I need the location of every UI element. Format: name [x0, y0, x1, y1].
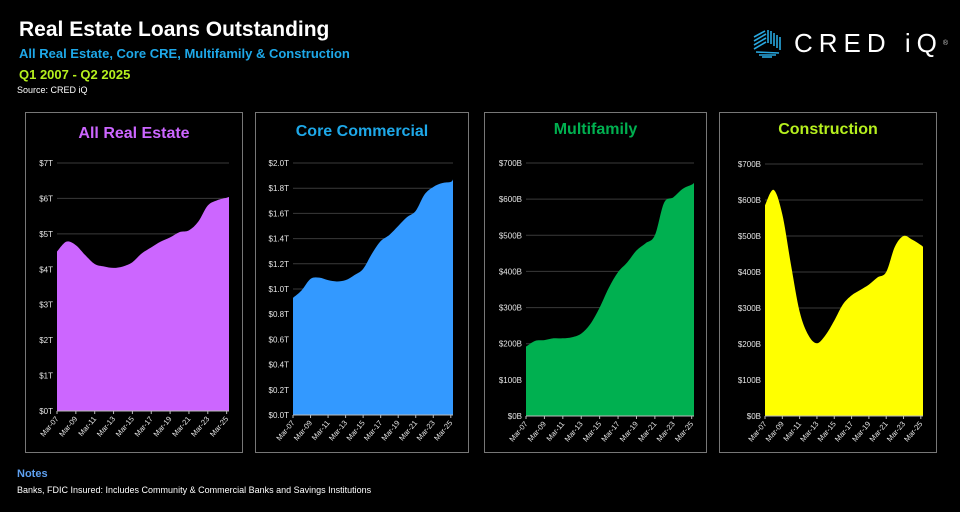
y-tick-label: $0.6T: [269, 335, 290, 344]
y-tick-label: $500B: [499, 231, 522, 240]
x-tick-label: Mar-25: [208, 415, 230, 439]
cred-iq-logo: CRED iQ ®: [750, 26, 948, 60]
x-tick-label: Mar-25: [673, 420, 695, 444]
chart-svg: $0T$1T$2T$3T$4T$5T$6T$7TMar-07Mar-09Mar-…: [38, 159, 230, 439]
x-tick-label: Mar-23: [655, 420, 677, 444]
chart-svg: $0B $100B $200B $300B $400B $500B $600B $700B Ma…: [499, 159, 695, 444]
notes-label: Notes: [17, 468, 48, 480]
y-tick-label: $5T: [39, 230, 53, 239]
y-tick-label: $600B: [499, 195, 522, 204]
chart-svg: $0.0T $0.2T $0.4T $0.6T $0.8T $1.0T $1.2T $1.4T…: [269, 159, 455, 443]
y-tick-label: $700B: [738, 160, 761, 169]
area-series: [57, 197, 229, 411]
y-tick-label: $1.0T: [269, 285, 290, 294]
y-tick-label: $2T: [39, 336, 53, 345]
page-subtitle: All Real Estate, Core CRE, Multifamily &…: [19, 46, 350, 61]
y-tick-label: $700B: [499, 159, 522, 168]
x-tick-label: Mar-11: [76, 415, 98, 439]
x-tick-label: Mar-17: [133, 415, 155, 439]
y-tick-label: $1.4T: [269, 235, 290, 244]
y-tick-label: $300B: [738, 304, 761, 313]
x-tick-label: Mar-07: [507, 420, 529, 444]
y-tick-label: $1T: [39, 372, 53, 381]
x-tick-label: Mar-19: [618, 420, 640, 444]
panel-construction: Construction $0B $100B $200B $300B $400B $500…: [719, 112, 937, 453]
x-tick-label: Mar-09: [292, 419, 314, 443]
y-tick-label: $1.2T: [269, 260, 290, 269]
y-tick-label: $0B: [747, 412, 761, 421]
y-tick-label: $3T: [39, 301, 53, 310]
period-label: Q1 2007 - Q2 2025: [19, 67, 131, 82]
chart-title: Multifamily: [553, 121, 638, 138]
x-tick-label: Mar-07: [38, 415, 60, 439]
y-tick-label: $0.8T: [269, 310, 290, 319]
y-tick-label: $400B: [738, 268, 761, 277]
notes-text: Banks, FDIC Insured: Includes Community …: [17, 485, 372, 495]
y-tick-label: $600B: [738, 196, 761, 205]
area-series: [765, 189, 923, 416]
y-tick-label: $0.0T: [269, 411, 290, 420]
y-tick-label: $1.8T: [269, 184, 290, 193]
panel-multifamily: Multifamily $0B $100B $200B $300B $400B $500B…: [484, 112, 707, 453]
x-tick-label: Mar-11: [545, 420, 567, 444]
x-tick-label: Mar-13: [95, 415, 117, 439]
panel-core-commercial: Core Commercial $0.0T $0.2T $0.4T $0.6T $0.8…: [255, 112, 469, 453]
x-tick-label: Mar-25: [432, 419, 454, 443]
y-tick-label: $4T: [39, 265, 53, 274]
area-series: [293, 179, 453, 415]
y-tick-label: $0.4T: [269, 361, 290, 370]
y-tick-label: $200B: [499, 340, 522, 349]
page-title: Real Estate Loans Outstanding: [19, 18, 330, 41]
x-tick-label: Mar-09: [57, 415, 79, 439]
x-tick-label: Mar-17: [599, 420, 621, 444]
area-series: [526, 182, 694, 416]
y-tick-label: $7T: [39, 159, 53, 168]
chart-title: All Real Estate: [78, 125, 190, 142]
y-tick-label: $100B: [738, 376, 761, 385]
y-tick-label: $300B: [499, 304, 522, 313]
registered-mark: ®: [942, 39, 949, 47]
y-tick-label: $400B: [499, 267, 522, 276]
x-tick-label: Mar-25: [902, 420, 924, 444]
x-tick-label: Mar-21: [170, 415, 192, 439]
logo-text: CRED iQ: [794, 27, 943, 58]
y-tick-label: $200B: [738, 340, 761, 349]
x-tick-label: Mar-09: [526, 420, 548, 444]
source-label: Source: CRED iQ: [17, 85, 88, 95]
chart-title: Construction: [778, 121, 878, 138]
y-tick-label: $0B: [508, 412, 522, 421]
x-tick-label: Mar-19: [151, 415, 173, 439]
x-tick-label: Mar-15: [114, 415, 136, 439]
x-tick-label: Mar-09: [764, 420, 786, 444]
chart-title: Core Commercial: [295, 123, 429, 140]
y-tick-label: $0T: [39, 407, 53, 416]
chart-svg: $0B $100B $200B $300B $400B $500B $600B $700B Ma…: [738, 160, 925, 444]
x-tick-label: Mar-21: [636, 420, 658, 444]
x-tick-label: Mar-13: [563, 420, 585, 444]
y-tick-label: $2.0T: [269, 159, 290, 168]
panel-all-real-estate: All Real Estate $0T $1T $2T $3T $4T $5T $6T $7T…: [25, 112, 243, 453]
y-tick-label: $500B: [738, 232, 761, 241]
x-tick-label: Mar-15: [581, 420, 603, 444]
y-tick-label: $1.6T: [269, 209, 290, 218]
y-tick-label: $100B: [499, 376, 522, 385]
y-tick-label: $6T: [39, 194, 53, 203]
y-tick-label: $0.2T: [269, 386, 290, 395]
x-tick-label: Mar-23: [189, 415, 211, 439]
cube-stripes-icon: [753, 30, 781, 58]
